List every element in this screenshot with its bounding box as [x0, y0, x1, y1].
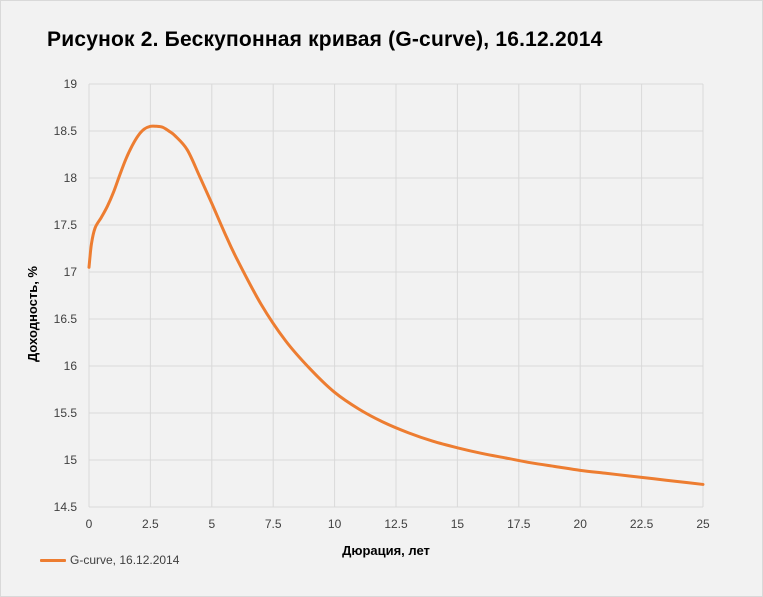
y-tick-label: 17 — [64, 265, 78, 279]
x-tick-label: 12.5 — [384, 517, 408, 531]
x-tick-label: 0 — [86, 517, 93, 531]
y-tick-label: 18 — [64, 171, 78, 185]
x-tick-label: 5 — [208, 517, 215, 531]
x-tick-label: 10 — [328, 517, 342, 531]
y-tick-label: 17.5 — [54, 218, 78, 232]
x-tick-label: 20 — [574, 517, 588, 531]
x-tick-label: 2.5 — [142, 517, 159, 531]
grid-lines — [88, 83, 704, 508]
y-tick-label: 14.5 — [54, 500, 78, 514]
tick-labels: 14.5 15 15.5 16 16.5 17 17.5 18 18.5 19 0 2.5 5 7.5 10… — [54, 77, 710, 531]
y-tick-label: 19 — [64, 77, 78, 91]
y-tick-label: 15 — [64, 453, 78, 467]
x-tick-label: 17.5 — [507, 517, 531, 531]
legend: G-curve, 16.12.2014 — [40, 553, 179, 567]
y-tick-label: 15.5 — [54, 406, 78, 420]
y-tick-label: 18.5 — [54, 124, 78, 138]
series-layer — [87, 124, 705, 486]
y-tick-label: 16.5 — [54, 312, 78, 326]
x-tick-label: 7.5 — [265, 517, 282, 531]
chart-title: Рисунок 2. Бескупонная кривая (G-curve),… — [47, 28, 603, 51]
x-tick-label: 22.5 — [630, 517, 654, 531]
legend-label: G-curve, 16.12.2014 — [70, 553, 180, 567]
x-tick-label: 15 — [451, 517, 465, 531]
x-axis-label: Дюрация, лет — [342, 543, 430, 558]
legend-swatch — [40, 558, 66, 562]
y-axis-label: Доходность, % — [25, 266, 40, 362]
x-tick-label: 25 — [696, 517, 710, 531]
series-line — [87, 124, 705, 486]
y-tick-label: 16 — [64, 359, 78, 373]
